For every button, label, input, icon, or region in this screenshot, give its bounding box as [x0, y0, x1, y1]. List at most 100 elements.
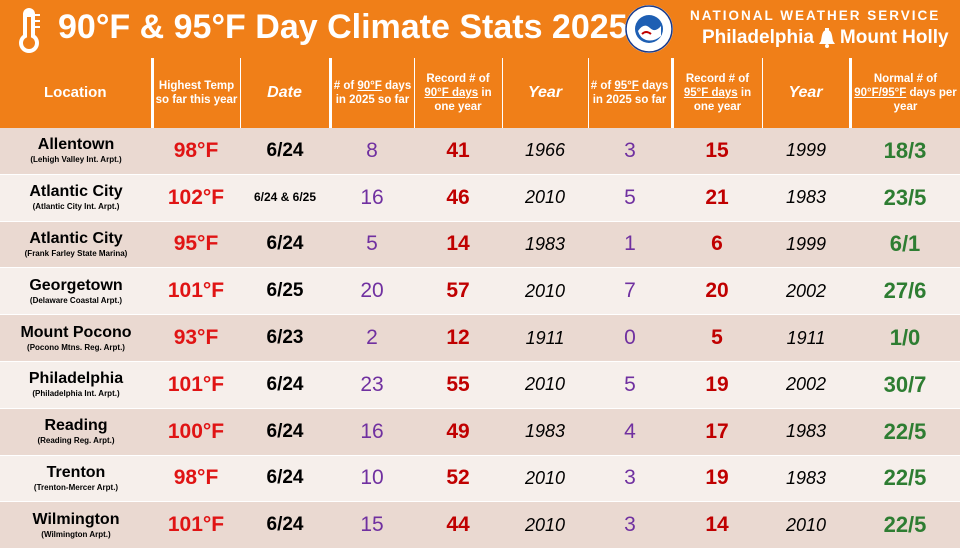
days95-cell: 3 — [588, 128, 672, 175]
year90-cell: 2010 — [502, 361, 588, 409]
col-record95: Record # of 95°F days in one year — [670, 58, 763, 128]
normal-cell: 22/5 — [850, 408, 960, 456]
days90-cell: 23 — [330, 361, 414, 409]
year90-cell: 2010 — [502, 455, 588, 503]
high-temp-cell: 98°F — [152, 455, 240, 503]
days90-cell: 5 — [330, 221, 414, 269]
year95-cell: 1999 — [762, 128, 850, 175]
high-temp-cell: 102°F — [152, 174, 240, 222]
days95-cell: 1 — [588, 221, 672, 269]
col-date: Date — [240, 58, 332, 128]
record90-cell: 12 — [414, 314, 502, 362]
location-cell: Georgetown (Delaware Coastal Arpt.) — [0, 267, 152, 316]
year90-cell: 1966 — [502, 128, 588, 175]
record95-cell: 19 — [672, 455, 762, 503]
col-highest-temp: Highest Temp so far this year — [150, 58, 241, 128]
year90-cell: 1983 — [502, 408, 588, 456]
year95-cell: 1983 — [762, 174, 850, 222]
high-temp-cell: 101°F — [152, 267, 240, 316]
table-row: Philadelphia (Philadelphia Int. Arpt.) 101… — [0, 361, 960, 409]
days95-cell: 3 — [588, 501, 672, 549]
location-cell: Mount Pocono (Pocono Mtns. Reg. Arpt.) — [0, 314, 152, 362]
table-row: Allentown (Lehigh Valley Int. Arpt.) 98°F 6… — [0, 128, 960, 175]
record90-cell: 55 — [414, 361, 502, 409]
location-cell: Wilmington (Wilmington Arpt.) — [0, 501, 152, 549]
record95-cell: 20 — [672, 267, 762, 316]
days90-cell: 16 — [330, 174, 414, 222]
office-name: Philadelphia Mount Holly — [702, 27, 949, 49]
col-days95: # of 95°F days in 2025 so far — [588, 58, 673, 128]
date-cell: 6/24 — [240, 128, 330, 175]
station-name: (Trenton-Mercer Arpt.) — [33, 482, 119, 492]
station-name: (Lehigh Valley Int. Arpt.) — [30, 155, 122, 165]
col-year90: Year — [502, 58, 589, 128]
days95-cell: 3 — [588, 455, 672, 503]
days90-cell: 10 — [330, 455, 414, 503]
date-cell: 6/24 — [240, 361, 330, 409]
climate-stats-table: Location Highest Temp so far this year D… — [0, 58, 960, 549]
year90-cell: 2010 — [502, 174, 588, 222]
table-header-row: Location Highest Temp so far this year D… — [0, 58, 960, 128]
nws-logo-icon — [625, 5, 673, 53]
year95-cell: 2002 — [762, 267, 850, 316]
liberty-bell-icon — [818, 28, 835, 48]
station-name: (Wilmington Arpt.) — [41, 529, 111, 539]
record90-cell: 52 — [414, 455, 502, 503]
location-name: Georgetown — [29, 276, 123, 294]
year90-cell: 1911 — [502, 314, 588, 362]
location-cell: Allentown (Lehigh Valley Int. Arpt.) — [0, 128, 152, 175]
record95-cell: 21 — [672, 174, 762, 222]
date-cell: 6/23 — [240, 314, 330, 362]
record95-cell: 17 — [672, 408, 762, 456]
year95-cell: 1911 — [762, 314, 850, 362]
station-name: (Frank Farley State Marina) — [24, 248, 128, 258]
year90-cell: 2010 — [502, 501, 588, 549]
normal-cell: 27/6 — [850, 267, 960, 316]
days95-cell: 7 — [588, 267, 672, 316]
high-temp-cell: 100°F — [152, 408, 240, 456]
high-temp-cell: 101°F — [152, 361, 240, 409]
table-body: Allentown (Lehigh Valley Int. Arpt.) 98°F 6… — [0, 128, 960, 549]
days95-cell: 5 — [588, 361, 672, 409]
location-cell: Philadelphia (Philadelphia Int. Arpt.) — [0, 361, 152, 409]
date-cell: 6/24 — [240, 455, 330, 503]
station-name: (Philadelphia Int. Arpt.) — [32, 389, 120, 399]
location-name: Reading — [44, 417, 108, 435]
normal-cell: 23/5 — [850, 174, 960, 222]
year90-cell: 2010 — [502, 267, 588, 316]
high-temp-cell: 98°F — [152, 128, 240, 175]
station-name: (Pocono Mtns. Reg. Arpt.) — [27, 342, 125, 352]
year95-cell: 2002 — [762, 361, 850, 409]
year95-cell: 2010 — [762, 501, 850, 549]
record90-cell: 46 — [414, 174, 502, 222]
col-days90: # of 90°F days in 2025 so far — [330, 58, 415, 128]
date-cell: 6/24 — [240, 408, 330, 456]
location-name: Atlantic City — [29, 229, 123, 247]
high-temp-cell: 101°F — [152, 501, 240, 549]
days90-cell: 15 — [330, 501, 414, 549]
col-normal: Normal # of 90°F/95°F days per year — [850, 58, 960, 128]
location-cell: Atlantic City (Frank Farley State Marina) — [0, 221, 152, 269]
high-temp-cell: 95°F — [152, 221, 240, 269]
office-right: Mount Holly — [839, 27, 949, 48]
days90-cell: 16 — [330, 408, 414, 456]
days95-cell: 0 — [588, 314, 672, 362]
record95-cell: 15 — [672, 128, 762, 175]
table-row: Atlantic City (Frank Farley State Marina)… — [0, 221, 960, 269]
table-row: Atlantic City (Atlantic City Int. Arpt.) 1… — [0, 174, 960, 222]
year95-cell: 1983 — [762, 408, 850, 456]
header-banner: 90°F & 95°F Day Climate Stats 2025 NATIO… — [0, 0, 960, 58]
nws-name: NATIONAL WEATHER SERVICE — [690, 8, 941, 23]
table-row: Mount Pocono (Pocono Mtns. Reg. Arpt.) 93°… — [0, 314, 960, 362]
location-name: Atlantic City — [29, 183, 123, 201]
normal-cell: 1/0 — [850, 314, 960, 362]
record90-cell: 14 — [414, 221, 502, 269]
table-row: Georgetown (Delaware Coastal Arpt.) 101°F 6… — [0, 267, 960, 316]
record90-cell: 44 — [414, 501, 502, 549]
days90-cell: 2 — [330, 314, 414, 362]
record90-cell: 57 — [414, 267, 502, 316]
year95-cell: 1999 — [762, 221, 850, 269]
normal-cell: 22/5 — [850, 501, 960, 549]
date-cell: 6/24 — [240, 221, 330, 269]
year90-cell: 1983 — [502, 221, 588, 269]
